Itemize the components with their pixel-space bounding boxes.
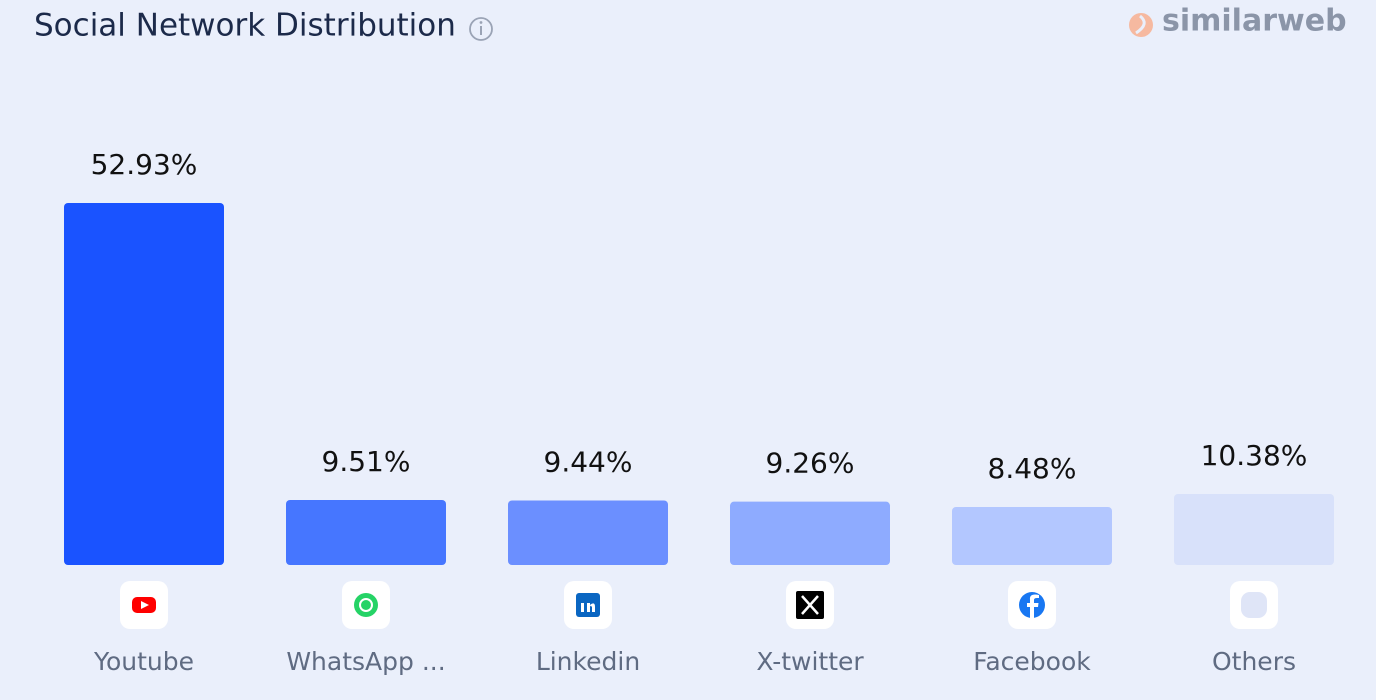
value-label: 8.48% [988,452,1077,485]
bar [286,499,446,565]
x-tick-label: WhatsApp ... [286,647,445,676]
bar [64,203,224,565]
value-label: 9.26% [766,447,855,480]
x-tick-label: Others [1212,647,1296,676]
icon-shape [581,603,584,612]
chart-title: Social Network Distribution [34,8,456,44]
icon-shape [1241,592,1267,618]
social-icon [1230,581,1278,629]
social-icon [786,581,834,629]
bar [952,507,1112,565]
x-tick-label: Linkedin [536,647,640,676]
info-icon[interactable] [469,17,493,41]
social-icon [342,581,390,629]
x-tick-label: Youtube [93,647,194,676]
value-label: 52.93% [91,148,198,181]
social-icon [564,581,612,629]
social-icon [120,581,168,629]
icon-shape [141,601,149,609]
x-tick-label: Facebook [973,647,1091,676]
brand-name: similarweb [1162,4,1347,39]
bar [508,500,668,565]
social-icon [1008,581,1056,629]
icon-shape [801,595,819,615]
value-label: 9.44% [544,445,633,478]
value-label: 9.51% [322,445,411,478]
x-tick-label: X-twitter [756,647,864,676]
bar [730,501,890,565]
brand-logo: similarweb [1129,4,1347,39]
bar [1174,494,1334,565]
value-label: 10.38% [1201,439,1308,472]
icon-shape [587,603,595,612]
icon-shape [1027,594,1039,618]
icon-shape [354,593,378,617]
icon-shape [359,598,373,612]
